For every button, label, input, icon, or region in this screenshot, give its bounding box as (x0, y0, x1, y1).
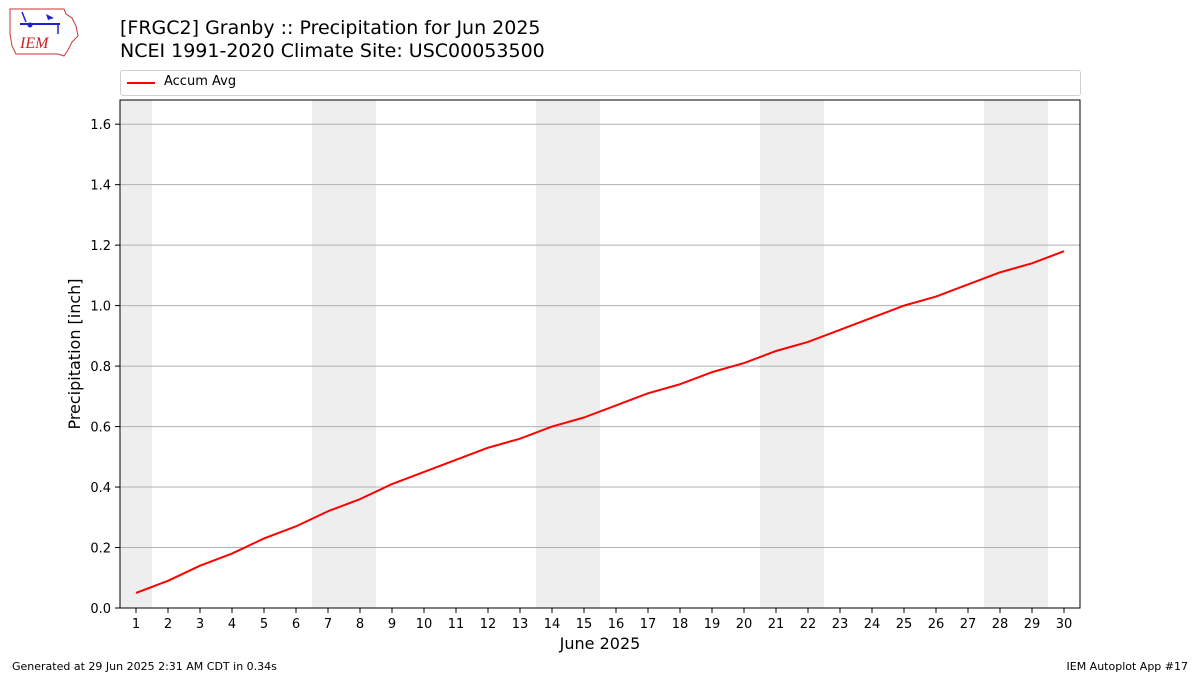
x-tick-label-29: 30 (1056, 617, 1073, 632)
x-tick-label-13: 14 (544, 617, 561, 632)
x-tick-label-1: 2 (164, 617, 172, 632)
weekend-band-1 (312, 100, 376, 608)
x-tick-label-0: 1 (132, 617, 140, 632)
legend: Accum Avg (120, 70, 1081, 96)
iem-logo-text: IEM (19, 35, 50, 52)
x-tick-label-19: 20 (736, 617, 753, 632)
footer-generated: Generated at 29 Jun 2025 2:31 AM CDT in … (12, 660, 277, 673)
x-tick-label-6: 7 (324, 617, 332, 632)
x-tick-label-7: 8 (356, 617, 364, 632)
chart-title: [FRGC2] Granby :: Precipitation for Jun … (120, 17, 541, 39)
footer-app: IEM Autoplot App #17 (1066, 660, 1189, 673)
x-tick-label-9: 10 (416, 617, 433, 632)
x-tick-label-2: 3 (196, 617, 204, 632)
weekend-band-2 (536, 100, 600, 608)
y-tick-label-3: 0.6 (90, 421, 111, 436)
x-tick-label-3: 4 (228, 617, 236, 632)
x-tick-label-17: 18 (672, 617, 689, 632)
x-tick-label-4: 5 (260, 617, 268, 632)
x-tick-label-15: 16 (608, 617, 625, 632)
x-tick-label-27: 28 (992, 617, 1009, 632)
x-tick-label-21: 22 (800, 617, 817, 632)
legend-label-accum-avg: Accum Avg (164, 74, 237, 89)
x-tick-label-8: 9 (388, 617, 396, 632)
x-tick-label-25: 26 (928, 617, 945, 632)
weekend-band-0 (120, 100, 152, 608)
y-tick-label-6: 1.2 (90, 239, 111, 254)
x-tick-label-18: 19 (704, 617, 721, 632)
x-tick-label-11: 12 (480, 617, 497, 632)
y-tick-label-5: 1.0 (90, 300, 111, 315)
x-tick-label-28: 29 (1024, 617, 1041, 632)
y-tick-label-1: 0.2 (90, 542, 111, 557)
plot-frame (119, 99, 1081, 609)
x-tick-label-10: 11 (448, 617, 465, 632)
x-tick-label-22: 23 (832, 617, 849, 632)
y-axis-label: Precipitation [inch] (65, 278, 84, 429)
x-tick-label-16: 17 (640, 617, 657, 632)
series-line-accum-avg (135, 250, 1065, 594)
x-tick-label-20: 21 (768, 617, 785, 632)
x-tick-label-23: 24 (864, 617, 881, 632)
legend-swatch-accum-avg (127, 82, 155, 84)
y-tick-label-7: 1.4 (90, 179, 111, 194)
iem-logo: IEM (9, 8, 79, 57)
y-tick-label-2: 0.4 (90, 481, 111, 496)
x-axis-label: June 2025 (559, 634, 641, 653)
x-tick-label-12: 13 (512, 617, 529, 632)
x-tick-label-5: 6 (292, 617, 300, 632)
x-tick-label-14: 15 (576, 617, 593, 632)
x-tick-label-24: 25 (896, 617, 913, 632)
x-tick-label-26: 27 (960, 617, 977, 632)
y-tick-label-4: 0.8 (90, 360, 111, 375)
y-tick-label-0: 0.0 (90, 602, 111, 617)
y-tick-label-8: 1.6 (90, 118, 111, 133)
weekend-band-4 (984, 100, 1048, 608)
chart-subtitle: NCEI 1991-2020 Climate Site: USC00053500 (120, 40, 545, 62)
